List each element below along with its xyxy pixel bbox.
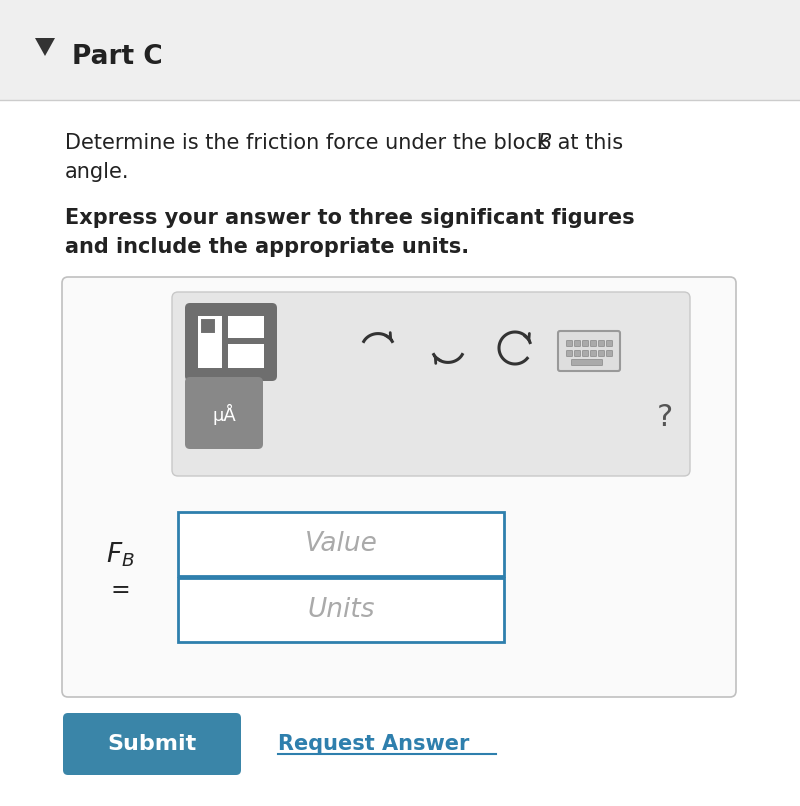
FancyBboxPatch shape	[590, 351, 597, 356]
Text: and include the appropriate units.: and include the appropriate units.	[65, 237, 469, 257]
Text: Determine is the friction force under the block: Determine is the friction force under th…	[65, 133, 555, 153]
FancyBboxPatch shape	[571, 359, 602, 365]
FancyBboxPatch shape	[172, 292, 690, 476]
FancyBboxPatch shape	[582, 340, 589, 347]
Text: B: B	[537, 133, 551, 153]
FancyBboxPatch shape	[228, 316, 264, 338]
FancyBboxPatch shape	[606, 340, 613, 347]
FancyBboxPatch shape	[566, 340, 573, 347]
FancyBboxPatch shape	[198, 316, 222, 368]
Text: Part C: Part C	[72, 44, 162, 70]
Text: ?: ?	[657, 404, 673, 433]
Text: Value: Value	[305, 531, 378, 557]
Text: Submit: Submit	[107, 734, 197, 754]
Text: $F_B$: $F_B$	[106, 541, 134, 569]
FancyBboxPatch shape	[566, 351, 573, 356]
Text: Express your answer to three significant figures: Express your answer to three significant…	[65, 208, 634, 228]
FancyBboxPatch shape	[178, 578, 504, 642]
Text: μÅ: μÅ	[212, 404, 236, 425]
Polygon shape	[35, 38, 55, 56]
FancyBboxPatch shape	[606, 351, 613, 356]
FancyBboxPatch shape	[178, 512, 504, 576]
FancyBboxPatch shape	[574, 340, 581, 347]
FancyBboxPatch shape	[185, 377, 263, 449]
Text: Units: Units	[307, 597, 374, 623]
FancyBboxPatch shape	[558, 331, 620, 371]
FancyBboxPatch shape	[0, 0, 800, 100]
FancyBboxPatch shape	[598, 351, 605, 356]
FancyBboxPatch shape	[582, 351, 589, 356]
Text: Request Answer: Request Answer	[278, 734, 470, 754]
FancyBboxPatch shape	[185, 303, 277, 381]
Text: at this: at this	[551, 133, 623, 153]
FancyBboxPatch shape	[574, 351, 581, 356]
FancyBboxPatch shape	[598, 340, 605, 347]
FancyBboxPatch shape	[228, 344, 264, 368]
FancyBboxPatch shape	[200, 318, 216, 334]
FancyBboxPatch shape	[63, 713, 241, 775]
FancyBboxPatch shape	[62, 277, 736, 697]
Text: angle.: angle.	[65, 162, 130, 182]
FancyBboxPatch shape	[590, 340, 597, 347]
Text: =: =	[110, 578, 130, 602]
